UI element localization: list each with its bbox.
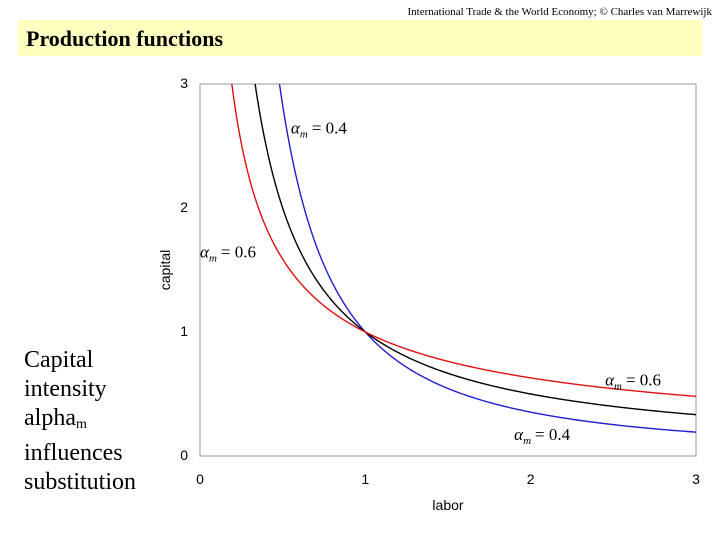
title-bar: Production functions xyxy=(18,20,702,56)
curve-annotation: αm = 0.4 xyxy=(514,425,570,447)
side-caption: Capital intensity alpham influences subs… xyxy=(24,346,136,497)
y-tick-label: 2 xyxy=(180,199,188,215)
curve-annotation: αm = 0.6 xyxy=(605,370,661,392)
caption-line-3: alpham xyxy=(24,404,136,439)
copyright-note: International Trade & the World Economy;… xyxy=(407,6,712,18)
curve-annotation: αm = 0.6 xyxy=(200,243,256,265)
caption-line-4: influences xyxy=(24,440,123,466)
series-line-3 xyxy=(231,83,697,398)
x-tick-label: 1 xyxy=(361,471,369,487)
curve-annotation: αm = 0.4 xyxy=(291,119,347,141)
x-tick-label: 2 xyxy=(527,471,535,487)
page-title: Production functions xyxy=(26,26,224,51)
y-tick-label: 0 xyxy=(180,447,188,463)
annotation-value: = 0.6 xyxy=(221,243,256,262)
annotation-alpha-symbol: α xyxy=(291,119,301,138)
annotation-alpha-subscript: m xyxy=(614,380,622,392)
caption-alpha: alpha xyxy=(24,405,76,431)
tick-labels: 0 1 2 3 0 1 2 3 xyxy=(180,75,700,487)
annotation-alpha-subscript: m xyxy=(523,435,531,447)
y-axis-label: capital xyxy=(157,250,173,290)
annotation-alpha-symbol: α xyxy=(605,370,615,389)
annotation-value: = 0.4 xyxy=(312,119,348,138)
caption-line-2: intensity xyxy=(24,376,107,402)
series-line-1 xyxy=(278,83,697,433)
x-tick-label: 0 xyxy=(196,471,204,487)
annotation-alpha-symbol: α xyxy=(514,425,524,444)
x-axis-label: labor xyxy=(432,497,463,513)
annotation-alpha-subscript: m xyxy=(209,253,217,265)
annotation-alpha-subscript: m xyxy=(300,129,308,141)
y-tick-label: 1 xyxy=(180,323,188,339)
annotations-group: αm = 0.4αm = 0.6αm = 0.6αm = 0.4 xyxy=(200,119,661,447)
caption-alpha-subscript: m xyxy=(75,417,87,432)
caption-line-1: Capital xyxy=(24,347,94,373)
plot-frame xyxy=(199,83,697,457)
annotation-value: = 0.6 xyxy=(626,370,661,389)
y-tick-label: 3 xyxy=(180,75,188,91)
caption-line-5: substitution xyxy=(24,469,137,495)
annotation-alpha-symbol: α xyxy=(200,243,210,262)
curves-group xyxy=(231,83,697,433)
annotation-value: = 0.4 xyxy=(535,425,571,444)
series-line-2 xyxy=(254,83,697,416)
x-tick-label: 3 xyxy=(692,471,700,487)
